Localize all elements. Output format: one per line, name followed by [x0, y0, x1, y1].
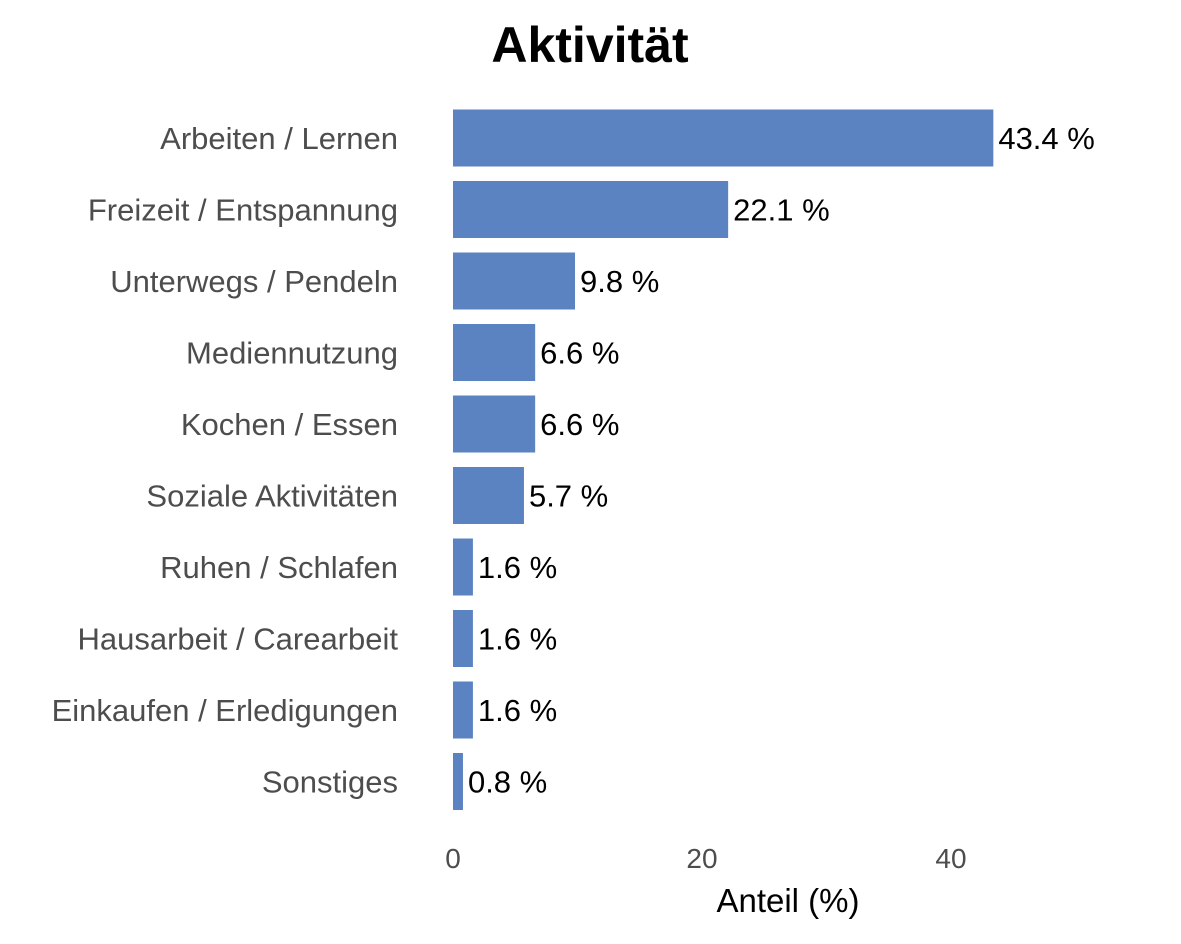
value-label: 1.6 % [478, 622, 557, 657]
category-label: Freizeit / Entspannung [88, 193, 398, 228]
value-label: 22.1 % [733, 193, 830, 228]
value-label: 1.6 % [478, 693, 557, 728]
chart-title: Aktivität [491, 17, 689, 73]
value-label: 0.8 % [468, 765, 547, 800]
x-tick-label: 0 [445, 843, 461, 874]
category-label: Arbeiten / Lernen [160, 121, 398, 156]
category-label: Einkaufen / Erledigungen [52, 693, 398, 728]
category-label: Unterwegs / Pendeln [110, 264, 398, 299]
bar [453, 538, 473, 596]
value-label: 1.6 % [478, 550, 557, 585]
bar [453, 467, 524, 524]
bar [453, 252, 576, 310]
bar [453, 109, 994, 167]
bar [453, 181, 729, 238]
bar [453, 753, 463, 810]
x-tick-label: 20 [686, 843, 717, 874]
category-label: Ruhen / Schlafen [160, 550, 398, 585]
bars-group [453, 109, 994, 810]
value-label: 9.8 % [580, 264, 659, 299]
category-label: Hausarbeit / Carearbeit [78, 622, 399, 657]
x-tick-label: 40 [935, 843, 966, 874]
bar [453, 395, 536, 453]
category-label: Sonstiges [262, 765, 398, 800]
value-label: 6.6 % [540, 336, 619, 371]
bar [453, 681, 473, 739]
category-labels-group: Arbeiten / Lernen Freizeit / Entspannung U… [52, 121, 399, 800]
value-labels-group: 43.4 % 22.1 % 9.8 % 6.6 % 6.6 % 5.7 % 1.6 % 1.6… [468, 121, 1095, 800]
value-label: 43.4 % [998, 121, 1095, 156]
bar [453, 324, 536, 381]
x-axis-ticks-group: 0 20 40 [445, 843, 966, 874]
value-label: 6.6 % [540, 407, 619, 442]
bar [453, 610, 473, 667]
category-label: Soziale Aktivitäten [146, 479, 398, 514]
category-label: Mediennutzung [186, 336, 398, 371]
category-label: Kochen / Essen [181, 407, 398, 442]
x-axis-title: Anteil (%) [716, 882, 859, 919]
value-label: 5.7 % [529, 479, 608, 514]
